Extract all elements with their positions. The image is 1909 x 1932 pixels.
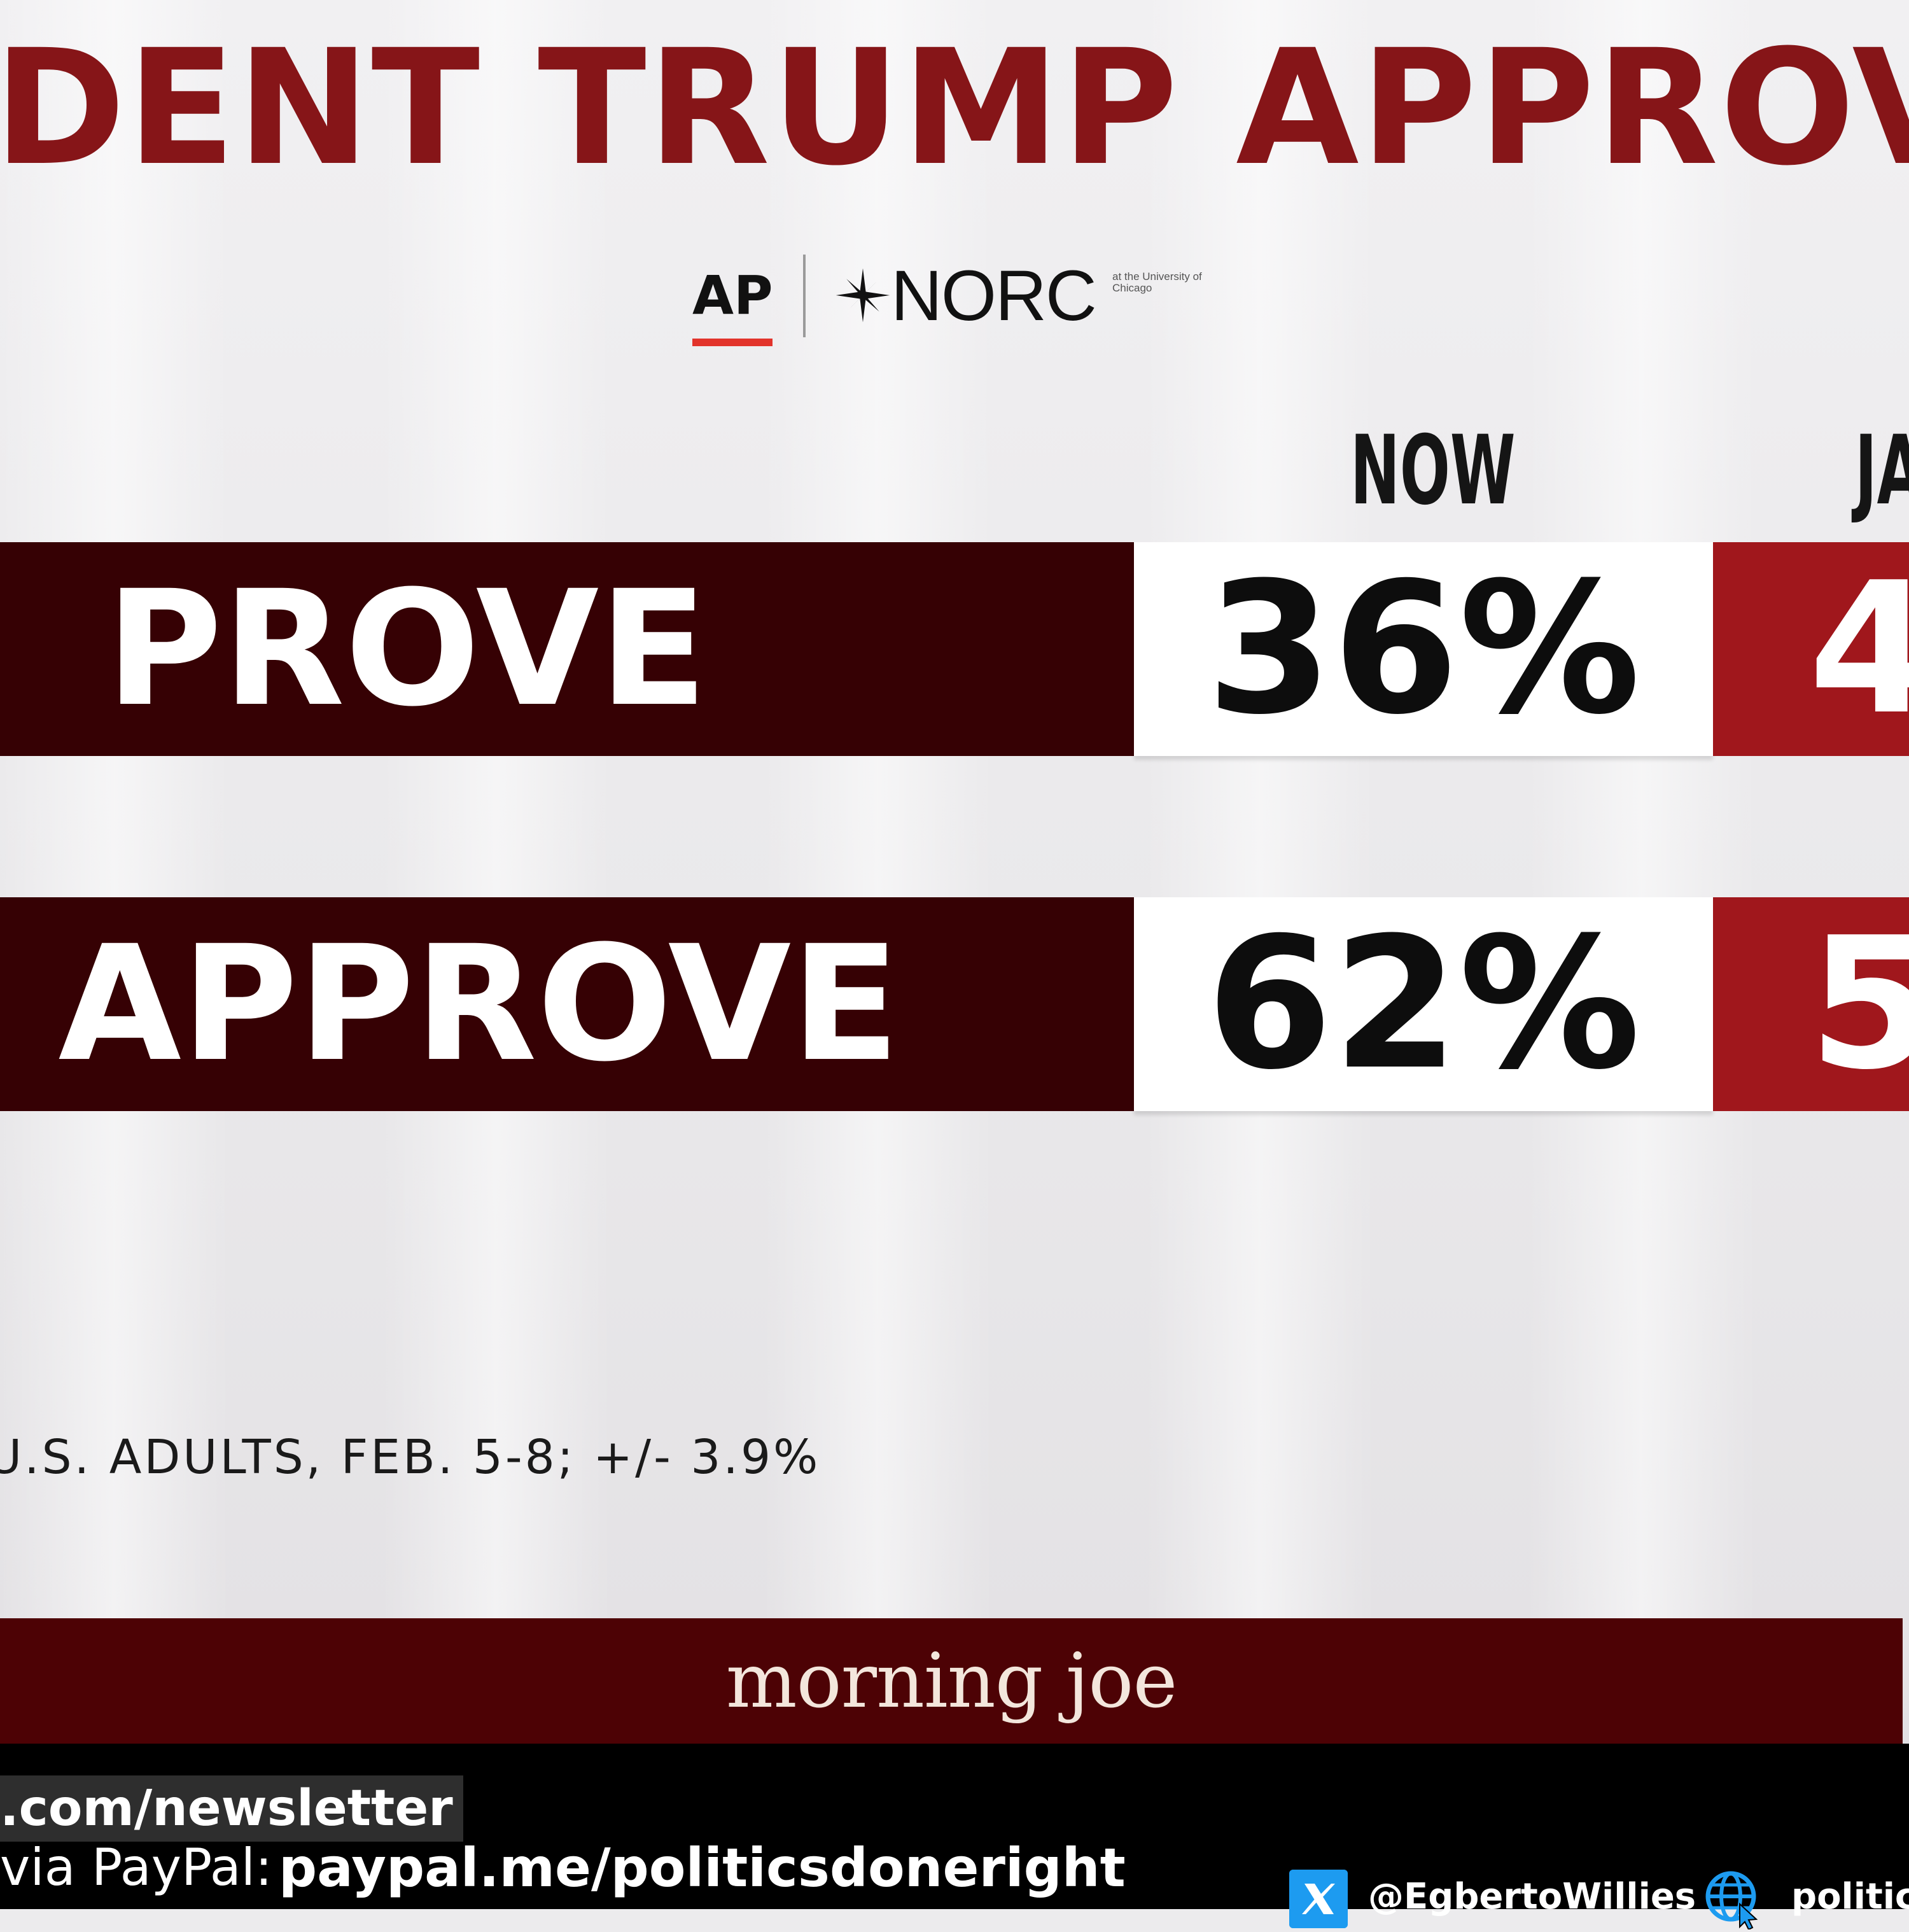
approve-previous-cell: 4 (1713, 542, 1909, 756)
x-handle[interactable]: @EgbertoWillies (1368, 1876, 1696, 1917)
approve-now-cell: 36% (1134, 542, 1713, 756)
norc-logo-text: NORC (891, 256, 1097, 335)
website-url[interactable]: politics (1791, 1876, 1909, 1917)
approve-row: PROVE 36% 4 (0, 542, 1909, 756)
broadcast-graphic: DENT TRUMP APPROVAL RA AP NORC at the Un… (0, 0, 1909, 1744)
approve-label: PROVE (106, 556, 708, 741)
poll-footnote: U.S. ADULTS, FEB. 5-8; +/- 3.9% (0, 1430, 821, 1485)
disapprove-previous-value: 5 (1808, 899, 1909, 1110)
approve-now-value: 36% (1206, 543, 1641, 755)
poll-source-logos: AP NORC at the University of Chicago (687, 248, 1209, 350)
approve-previous-value: 4 (1808, 543, 1909, 755)
norc-logo-subtext: at the University of Chicago (1112, 270, 1202, 294)
ap-logo-text: AP (692, 264, 773, 326)
disapprove-label-band: APPROVE (0, 897, 1134, 1111)
ap-logo: AP (687, 255, 773, 346)
approve-label-band: PROVE (0, 542, 1134, 756)
disapprove-label: APPROVE (58, 911, 900, 1096)
ap-logo-underline (692, 339, 773, 346)
disapprove-row: APPROVE 62% 5 (0, 897, 1909, 1111)
x-logo-icon (1289, 1870, 1348, 1928)
disapprove-now-value: 62% (1206, 899, 1641, 1110)
disapprove-now-cell: 62% (1134, 897, 1713, 1111)
paypal-label: via PayPal: (0, 1838, 272, 1897)
norc-star-icon (836, 268, 890, 323)
logo-divider (803, 255, 806, 337)
graphic-title: DENT TRUMP APPROVAL RA (0, 15, 1909, 200)
newsletter-url[interactable]: .com/newsletter (0, 1775, 463, 1842)
paypal-url[interactable]: paypal.me/politicsdoneright (279, 1837, 1126, 1899)
show-brand-bar: morning joe (0, 1618, 1903, 1744)
globe-cursor-icon (1705, 1871, 1758, 1929)
show-brand-name: morning joe (725, 1637, 1178, 1725)
disapprove-previous-cell: 5 (1713, 897, 1909, 1111)
column-header-now: NOW (1350, 416, 1516, 526)
column-header-previous: JA (1855, 416, 1909, 526)
